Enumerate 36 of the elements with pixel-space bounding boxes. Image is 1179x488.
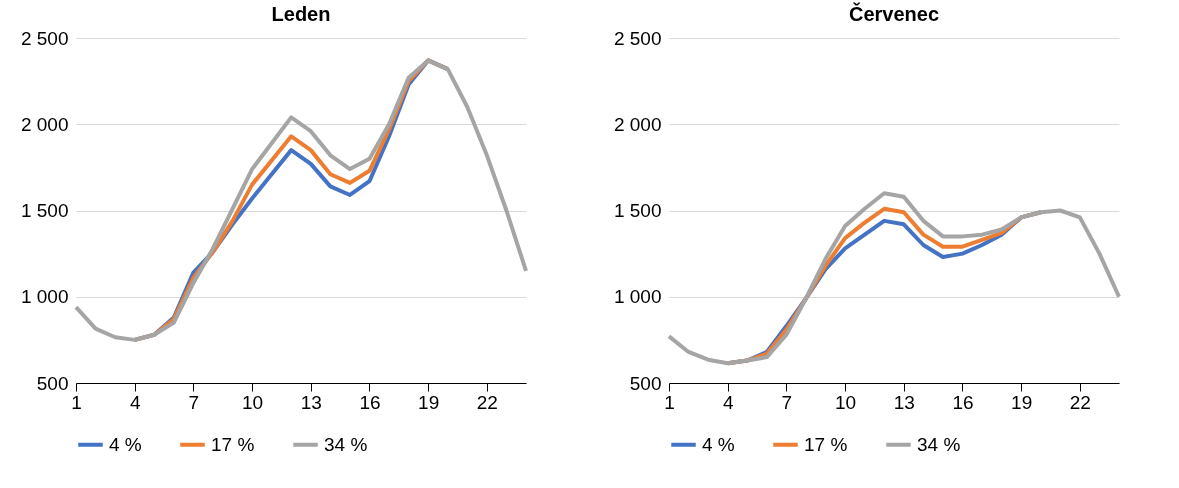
legend-label: 17 % [211,433,255,455]
x-tick-label: 7 [781,391,793,413]
x-tick-label: 16 [952,391,974,413]
y-tick-label: 1 500 [20,200,69,221]
x-tick-label: 7 [188,391,200,413]
y-tick-label: 2 500 [20,27,69,49]
legend-label: 4 % [702,433,735,455]
y-tick-label: 500 [36,372,69,394]
x-tick-label: 10 [835,391,857,413]
x-tick-label: 10 [242,391,264,413]
x-tick-label: 16 [359,391,381,413]
legend-label: 4 % [109,433,142,455]
x-tick-label: 4 [129,391,141,413]
x-tick-label: 22 [476,391,498,413]
line-series [74,58,528,342]
x-tick-label: 1 [71,391,82,413]
y-tick-label: 2 500 [613,27,662,49]
y-tick-label: 1 000 [613,286,662,308]
x-tick-label: 1 [664,391,675,413]
y-tick-label: 1 500 [613,200,662,221]
y-tick-label: 1 000 [20,286,69,308]
x-tick-label: 13 [300,391,322,413]
chart-title: Červenec [848,2,940,25]
y-tick-label: 2 000 [20,113,69,135]
legend-label: 34 % [324,433,368,455]
chart-title: Leden [271,3,331,25]
line-series [667,191,1121,366]
x-tick-label: 19 [418,391,440,413]
x-tick-label: 4 [722,391,734,413]
legend-label: 34 % [917,433,961,455]
x-tick-label: 13 [893,391,915,413]
y-tick-label: 2 000 [613,113,662,135]
x-tick-label: 19 [1011,391,1033,413]
y-tick-label: 500 [629,372,662,394]
legend-label: 17 % [804,433,848,455]
x-tick-label: 22 [1069,391,1091,413]
